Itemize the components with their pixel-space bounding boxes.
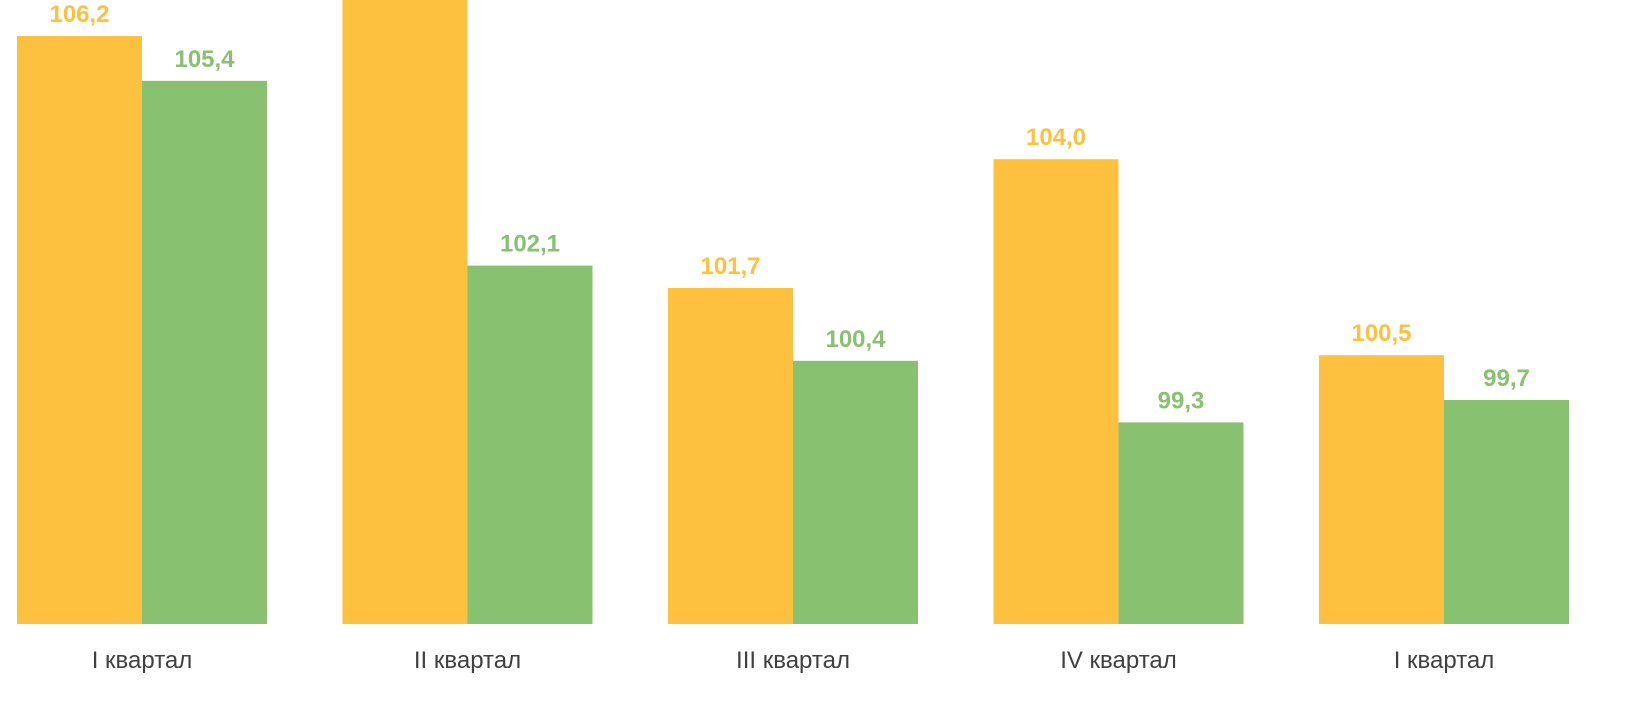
data-label-series2-cat1: 105,4 bbox=[174, 46, 235, 73]
category-label-1: I квартал bbox=[92, 647, 193, 674]
bar-group-2: 109,6102,1II квартал bbox=[342, 0, 593, 674]
category-label-4: IV квартал bbox=[1060, 647, 1177, 674]
bar-group-5: 100,5 99,7 I квартал bbox=[1319, 320, 1569, 674]
bar-series1-cat3 bbox=[668, 288, 793, 624]
category-label-2: II квартал bbox=[414, 647, 521, 674]
data-label-series2-cat4: 99,3 bbox=[1158, 387, 1205, 414]
bar-series1-cat2 bbox=[342, 0, 468, 625]
data-label-series1-cat4: 104,0 bbox=[1026, 124, 1086, 151]
data-label-series1-cat3: 101,7 bbox=[700, 253, 760, 280]
bar-series2-cat3 bbox=[793, 360, 918, 624]
category-label-5: I квартал bbox=[1394, 647, 1495, 674]
data-label-series2-cat3: 100,4 bbox=[825, 326, 886, 353]
bar-series2-cat5 bbox=[1444, 400, 1569, 624]
data-label-series1-cat5: 100,5 bbox=[1351, 320, 1411, 347]
bar-group-1: 106,2 105,4 I квартал bbox=[17, 1, 267, 674]
bar-series2-cat4 bbox=[1118, 422, 1244, 624]
data-label-series1-cat1: 106,2 bbox=[49, 1, 109, 28]
data-label-series2-cat2: 102,1 bbox=[500, 231, 560, 258]
bar-series1-cat5 bbox=[1319, 355, 1444, 624]
category-label-3: III квартал bbox=[736, 647, 850, 674]
bar-series2-cat1 bbox=[142, 80, 267, 625]
bar-series1-cat4 bbox=[993, 159, 1119, 624]
data-label-series2-cat5: 99,7 bbox=[1483, 365, 1530, 392]
bar-series2-cat2 bbox=[467, 265, 593, 624]
bar-series1-cat1 bbox=[17, 36, 142, 624]
bar-group-3: 101,7 100,4 III квартал bbox=[668, 253, 918, 674]
bar-group-4: 104,0 99,3 IV квартал bbox=[993, 124, 1244, 674]
